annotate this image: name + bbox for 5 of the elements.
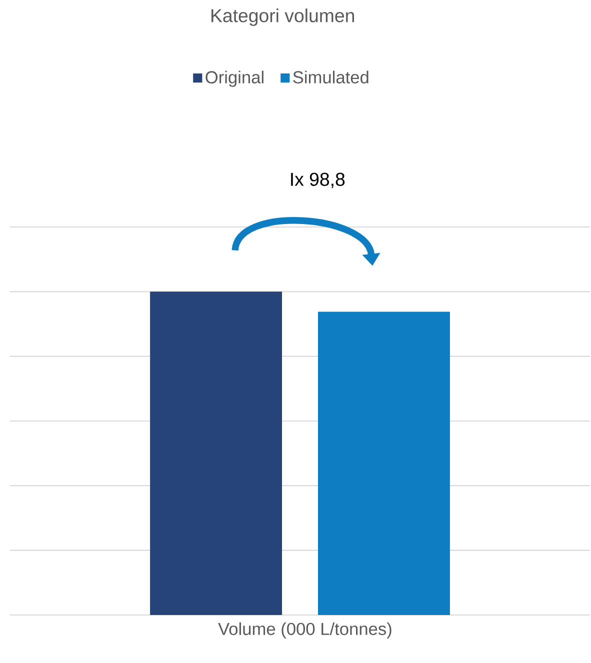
x-axis-title: Volume (000 L/tonnes) bbox=[218, 622, 392, 639]
text: Ix 98,8 bbox=[291, 172, 345, 188]
legend-label: Simulated bbox=[293, 70, 369, 84]
legend-label: Original bbox=[206, 70, 264, 87]
chart-title: Kategori volumen bbox=[212, 8, 354, 26]
